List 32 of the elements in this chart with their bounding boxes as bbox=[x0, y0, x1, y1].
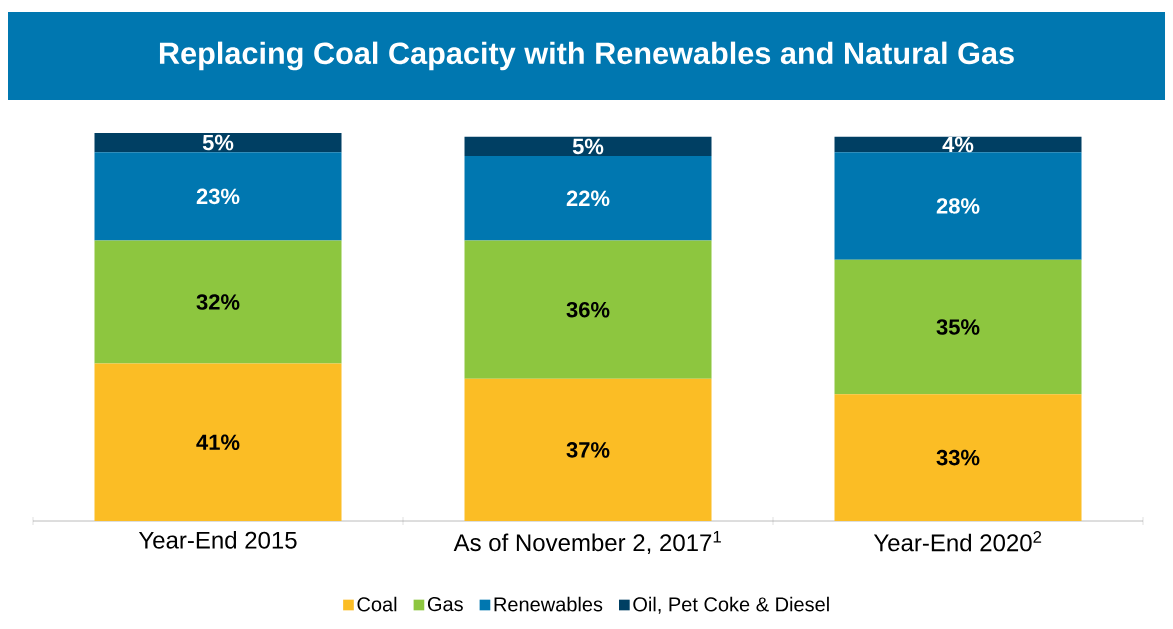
bar bbox=[834, 394, 1082, 521]
bar bbox=[464, 156, 712, 241]
bar bbox=[464, 378, 712, 521]
bar bbox=[834, 259, 1082, 395]
data-label: 5% bbox=[202, 134, 234, 151]
legend-label: Oil, Pet Coke & Diesel bbox=[633, 596, 829, 614]
data-label: 22% bbox=[566, 190, 610, 207]
bar bbox=[834, 152, 1082, 260]
bar bbox=[464, 136, 712, 157]
bar bbox=[94, 363, 342, 521]
legend-label: Coal bbox=[357, 596, 397, 612]
data-label: 5% bbox=[572, 138, 604, 155]
legend-label: Gas bbox=[427, 597, 463, 612]
bar bbox=[94, 133, 342, 153]
bar bbox=[464, 240, 712, 379]
x-tick-label: Year-End 2015 bbox=[138, 531, 297, 549]
data-label: 37% bbox=[566, 442, 610, 458]
data-label: 4% bbox=[942, 136, 974, 153]
data-label: 41% bbox=[196, 434, 240, 450]
bar bbox=[94, 152, 342, 241]
x-tick-label: Year-End 2020$^{2}$ bbox=[873, 531, 1042, 552]
data-label: 28% bbox=[936, 198, 980, 214]
chart-title: Replacing Coal Capacity with Renewables and Natural Gas bbox=[159, 41, 1014, 71]
x-tick-label: As of November 2, 2017$^{1}$ bbox=[453, 531, 721, 555]
data-label: 32% bbox=[196, 294, 240, 310]
data-label: 35% bbox=[936, 319, 980, 335]
bar bbox=[834, 136, 1082, 153]
data-label: 23% bbox=[196, 188, 240, 205]
data-label: 36% bbox=[566, 301, 610, 318]
bar bbox=[94, 240, 342, 364]
data-label: 33% bbox=[936, 449, 980, 466]
legend-label: Renewables bbox=[494, 596, 603, 612]
